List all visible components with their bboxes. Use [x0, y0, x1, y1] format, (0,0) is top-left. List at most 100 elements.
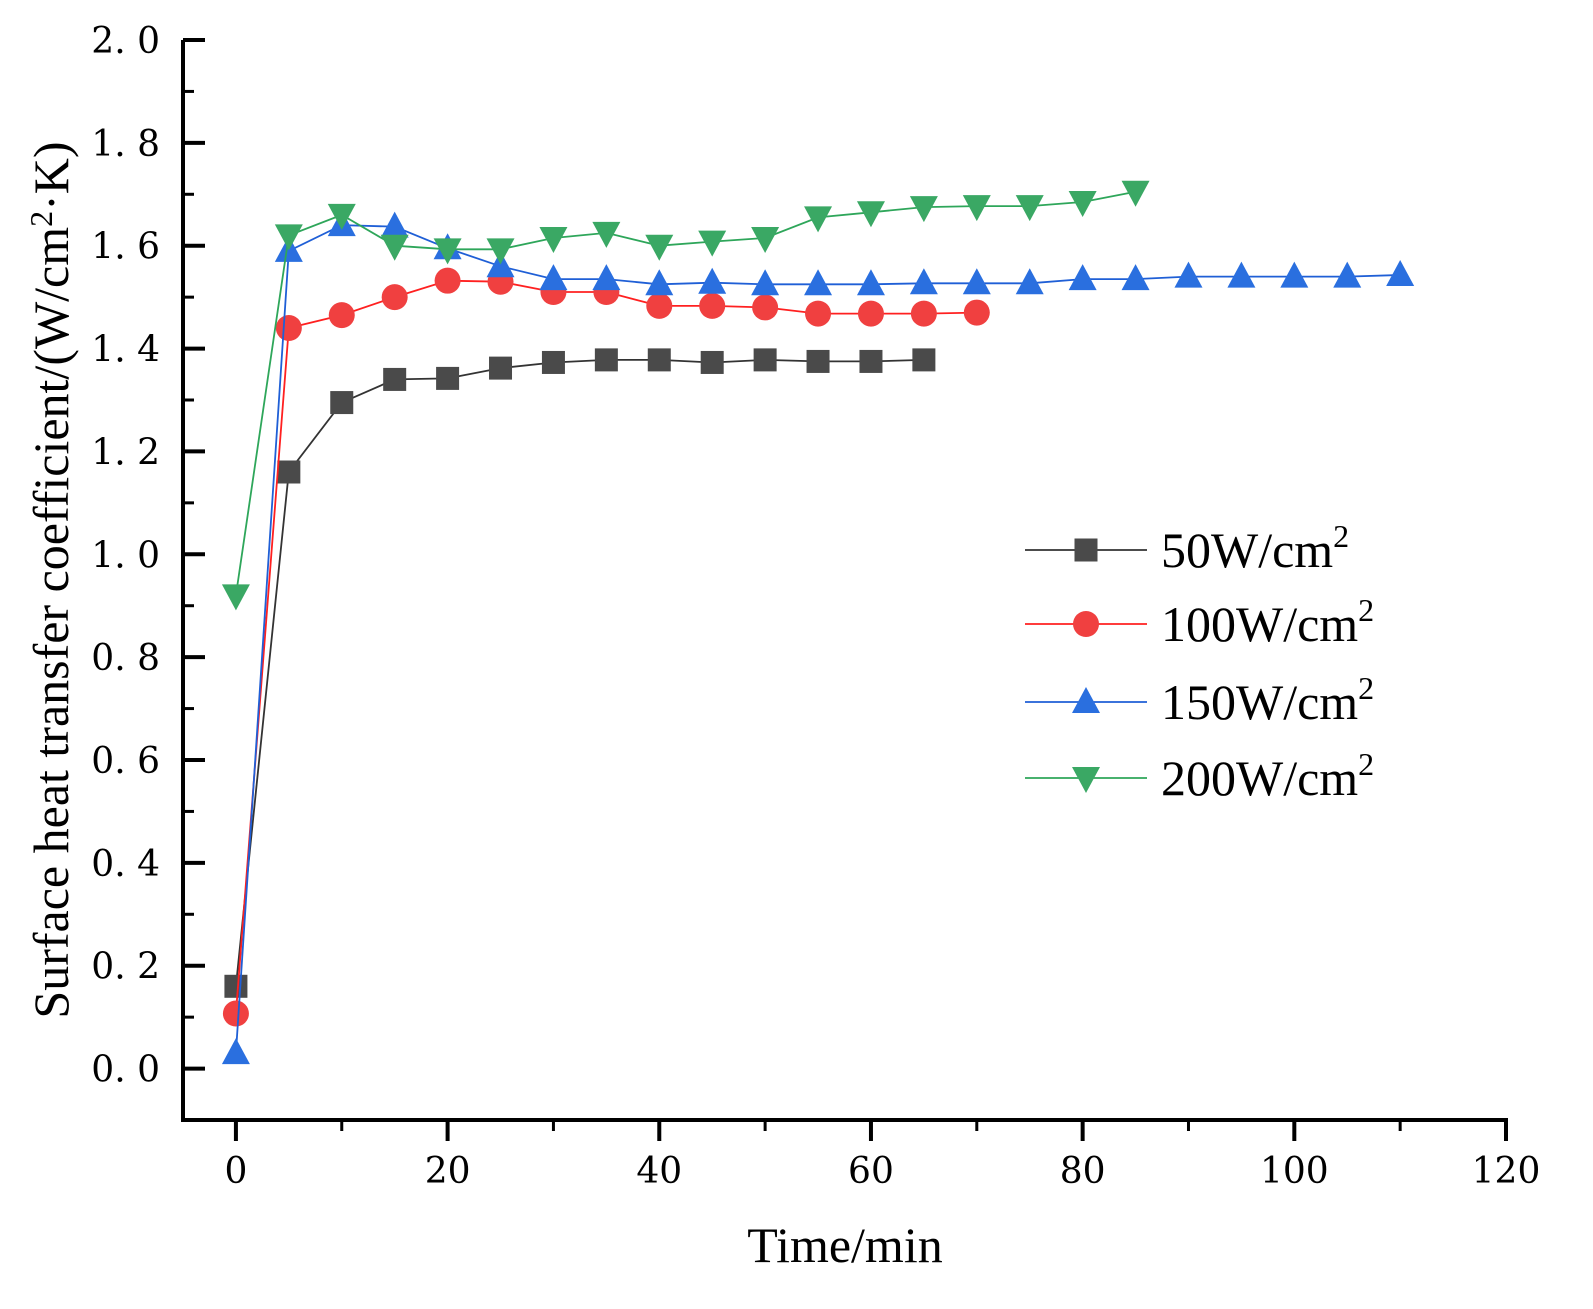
data-point: [1068, 191, 1097, 217]
y-tick-label: 1. 4: [91, 330, 160, 371]
data-point: [1386, 260, 1415, 287]
data-point: [592, 264, 621, 291]
legend-label: 200W/cm2: [1161, 746, 1374, 806]
y-tick-label: 1. 8: [91, 124, 160, 165]
x-tick-label: 120: [1472, 1151, 1541, 1192]
y-tick-label: 1. 2: [91, 432, 160, 473]
data-point: [751, 227, 780, 253]
series-1: [224, 348, 936, 998]
data-point: [1174, 261, 1203, 288]
data-point: [380, 234, 409, 261]
data-point: [856, 269, 885, 296]
y-tick-label: 2. 0: [91, 21, 160, 62]
data-point: [1068, 264, 1097, 291]
data-point: [698, 230, 727, 257]
y-tick-label: 0. 2: [91, 947, 160, 988]
data-point: [806, 349, 830, 373]
data-point: [700, 350, 724, 374]
data-point: [752, 294, 779, 321]
data-point: [805, 300, 832, 327]
data-point: [646, 292, 673, 319]
x-axis-title: Time/min: [747, 1217, 942, 1273]
axes: [181, 40, 1508, 1122]
legend-label: 100W/cm2: [1161, 592, 1374, 652]
data-point: [592, 221, 621, 248]
data-point: [327, 203, 356, 230]
data-point: [645, 234, 674, 261]
legend-label: 50W/cm2: [1161, 518, 1349, 578]
y-tick-label: 0. 8: [91, 638, 160, 679]
series-3: [221, 210, 1415, 1065]
x-tick-label: 20: [425, 1151, 471, 1192]
data-point: [539, 227, 568, 253]
data-point: [436, 366, 460, 390]
data-point: [909, 196, 938, 223]
data-point: [221, 1038, 250, 1065]
data-point: [383, 367, 407, 391]
legend-marker: [1072, 687, 1100, 713]
data-point: [224, 974, 248, 998]
data-point: [433, 238, 462, 265]
data-point: [222, 1000, 249, 1027]
data-point: [486, 238, 515, 265]
data-point: [753, 348, 777, 372]
legend-marker: [1072, 767, 1100, 793]
data-point: [962, 268, 991, 295]
data-point: [698, 267, 727, 294]
data-point: [699, 292, 726, 319]
legend-item: 150W/cm2: [1025, 670, 1374, 730]
data-point: [909, 268, 938, 295]
data-point: [277, 460, 301, 484]
data-point: [275, 315, 302, 341]
data-point: [859, 349, 883, 373]
data-point: [274, 224, 303, 251]
data-point: [1121, 180, 1150, 207]
plot-series: [221, 180, 1415, 1065]
legend: 50W/cm2 100W/cm2 150W/cm2 200W/cm2: [1025, 518, 1374, 806]
data-point: [647, 348, 671, 372]
y-axis-title-unit: ·K): [23, 141, 79, 210]
x-tick-label: 40: [636, 1151, 682, 1192]
data-point: [912, 348, 936, 372]
y-ticks: 0. 0 0. 2 0. 4 0. 6 0. 8 1. 0 1. 2 1. 4 1. 6 1. 8…: [91, 21, 205, 1091]
data-point: [381, 284, 408, 311]
legend-label: 150W/cm2: [1161, 670, 1374, 730]
data-point: [1280, 261, 1309, 288]
x-tick-label: 60: [848, 1151, 894, 1192]
y-axis-title: Surface heat transfer coefficient/(W/cm2…: [23, 141, 79, 1018]
legend-marker: [1073, 611, 1099, 637]
data-point: [539, 264, 568, 291]
data-point: [856, 201, 885, 228]
data-point: [221, 584, 250, 611]
data-point: [910, 300, 937, 327]
x-ticks: 0 20 40 60 80 100 120: [224, 1120, 1540, 1192]
data-point: [1227, 261, 1256, 288]
legend-item: 100W/cm2: [1025, 592, 1374, 652]
data-point: [434, 267, 461, 294]
y-axis-title-main: Surface heat transfer coefficient/(W/cm: [23, 227, 79, 1019]
data-point: [1333, 261, 1362, 288]
x-tick-label: 80: [1060, 1151, 1106, 1192]
legend-marker: [1074, 538, 1098, 562]
data-point: [804, 206, 833, 233]
y-tick-label: 1. 6: [91, 227, 160, 268]
data-point: [962, 195, 991, 222]
x-tick-label: 100: [1260, 1151, 1329, 1192]
legend-item: 50W/cm2: [1025, 518, 1349, 578]
data-point: [1121, 264, 1150, 291]
y-axis-title-superscript: 2: [23, 211, 59, 227]
data-point: [380, 211, 409, 238]
y-tick-label: 1. 0: [91, 535, 160, 576]
data-point: [751, 269, 780, 296]
data-point: [541, 350, 565, 374]
y-tick-label: 0. 4: [91, 844, 160, 885]
data-point: [857, 300, 884, 327]
data-point: [963, 299, 990, 326]
legend-item: 200W/cm2: [1025, 746, 1374, 806]
data-point: [804, 269, 833, 296]
data-point: [1015, 195, 1044, 222]
data-point: [645, 269, 674, 296]
data-point: [1015, 268, 1044, 295]
